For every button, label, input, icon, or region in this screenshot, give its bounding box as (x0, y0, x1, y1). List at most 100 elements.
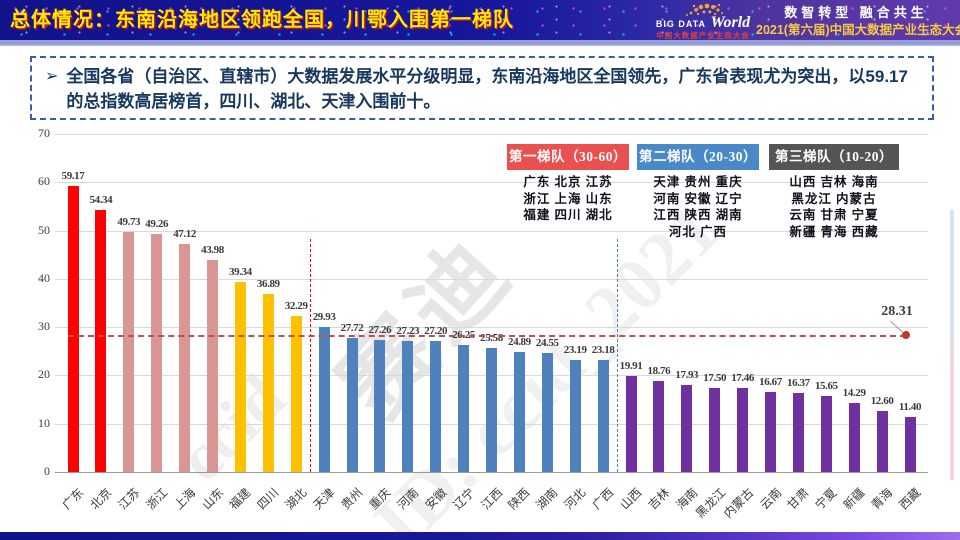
summary-callout: ➢ 全国各省（自治区、直辖市）大数据发展水平分级明显，东南沿海地区全国领先，广东… (30, 56, 934, 120)
header-underline-strip (0, 40, 960, 46)
bar (458, 345, 470, 472)
legend-tier-2-provinces: 天津 贵州 重庆 河南 安徽 辽宁 江西 陕西 湖南 河北 广西 (637, 174, 759, 240)
right-edge-artifact (950, 210, 954, 480)
bar-value-label: 17.46 (731, 371, 754, 384)
bar-value-label: 17.50 (703, 371, 727, 384)
bar (123, 231, 135, 472)
header-bar: 总体情况：东南沿海地区领跑全国，川鄂入围第一梯队 BIG DATA World … (0, 0, 960, 40)
bar (848, 402, 860, 472)
bar-value-label: 27.72 (340, 322, 364, 335)
bar-value-label: 24.89 (508, 335, 531, 348)
bar-value-label: 24.55 (535, 337, 559, 350)
tier-separator-line (617, 239, 619, 472)
bar-value-label: 39.34 (229, 266, 252, 279)
bar-value-label: 49.73 (117, 215, 141, 228)
bar-value-label: 49.26 (145, 218, 169, 231)
logo-world-text: World (710, 14, 751, 31)
bar (207, 259, 218, 472)
bar (486, 348, 497, 472)
reference-value-label: 28.31 (881, 304, 913, 320)
logo-subtitle: 中国大数据产业生态大会 (656, 31, 750, 40)
legend-tier-2-badge: 第二梯队（20-30） (637, 144, 759, 170)
legend-row: 浙江 上海 山东 (523, 191, 613, 206)
bar (374, 340, 386, 472)
bar-value-label: 36.89 (256, 277, 280, 290)
legend-row: 河北 广西 (668, 224, 728, 239)
conference-logo: BIG DATA World 中国大数据产业生态大会 (644, 3, 762, 41)
legend-row: 广东 北京 江苏 (523, 175, 613, 189)
bar (346, 338, 358, 472)
bar-value-label: 27.26 (368, 324, 392, 337)
bar-value-label: 47.12 (173, 228, 196, 241)
page-title: 总体情况：东南沿海地区领跑全国，川鄂入围第一梯队 (10, 9, 514, 31)
legend-row: 河南 安徽 辽宁 (653, 191, 743, 206)
bar (262, 293, 274, 472)
legend-tier-2: 第二梯队（20-30） 天津 贵州 重庆 河南 安徽 辽宁 江西 陕西 湖南 河… (637, 144, 759, 240)
bar-value-label: 19.91 (619, 359, 643, 372)
slogan-line1: 数智转型 融合共生 (784, 5, 928, 20)
bar-value-label: 15.65 (814, 380, 838, 393)
y-axis-tick-label: 60 (38, 174, 50, 189)
gridline (55, 182, 928, 184)
legend-row: 黑龙江 内蒙古 (791, 191, 877, 206)
bar-value-label: 27.23 (396, 324, 420, 337)
gridline (55, 230, 928, 232)
tier-separator-line (310, 239, 312, 472)
bar (234, 282, 246, 472)
bar (569, 360, 581, 472)
legend-tier-1: 第一梯队（30-60） 广东 北京 江苏 浙江 上海 山东 福建 四川 湖北 (507, 144, 629, 224)
bar-value-label: 26.25 (452, 329, 475, 342)
legend-tier-3-badge: 第三梯队（10-20） (769, 144, 899, 170)
reference-line (68, 335, 906, 338)
legend-tier-3: 第三梯队（10-20） 山西 吉林 海南 黑龙江 内蒙古 云南 甘肃 宁夏 新疆… (769, 144, 899, 240)
bar-value-label: 29.93 (312, 311, 336, 324)
legend-tier-1-badge: 第一梯队（30-60） (507, 144, 629, 170)
bar-value-label: 23.18 (591, 344, 615, 357)
bar (904, 416, 916, 472)
bar (67, 186, 79, 472)
bar-value-label: 43.98 (201, 243, 224, 256)
reference-dot (902, 331, 910, 340)
gridline (55, 472, 928, 473)
bar-value-label: 11.40 (898, 400, 922, 413)
bar (792, 392, 804, 472)
bar-value-label: 16.67 (759, 375, 782, 388)
legend-row: 云南 甘肃 宁夏 (789, 208, 879, 222)
bar-value-label: 32.29 (284, 300, 308, 313)
y-axis-tick-label: 70 (38, 126, 50, 140)
bar-value-label: 59.17 (61, 170, 85, 183)
arrow-bullet-icon: ➢ (45, 68, 59, 85)
bar-value-label: 16.37 (787, 376, 810, 389)
bar (597, 360, 609, 472)
logo-bigdata-text: BIG DATA (655, 19, 706, 29)
bar (430, 340, 442, 472)
legend-row: 山西 吉林 海南 (789, 175, 879, 189)
bar-value-label: 23.19 (563, 344, 587, 357)
gridline (55, 134, 928, 135)
bar (653, 381, 665, 472)
bar (765, 391, 776, 472)
gridline (55, 327, 928, 329)
bar (290, 316, 302, 472)
legend-tier-1-provinces: 广东 北京 江苏 浙江 上海 山东 福建 四川 湖北 (507, 174, 629, 224)
y-axis-tick-label: 10 (38, 415, 50, 430)
legend-tier-3-provinces: 山西 吉林 海南 黑龙江 内蒙古 云南 甘肃 宁夏 新疆 青海 西藏 (769, 174, 899, 240)
gridline (55, 278, 928, 280)
conference-slogan: 数智转型 融合共生 2021(第六届)中国大数据产业生态大会 (756, 4, 960, 39)
bar-value-label: 27.20 (424, 324, 448, 337)
bar (179, 244, 191, 472)
y-axis-tick-label: 0 (44, 464, 50, 478)
bar (709, 387, 721, 472)
bar (402, 340, 414, 472)
bar (318, 327, 330, 472)
bar (876, 411, 888, 472)
bar-value-label: 14.29 (842, 386, 866, 399)
slogan-line2: 2021(第六届)中国大数据产业生态大会 (756, 23, 960, 37)
bar (95, 209, 107, 472)
footer-band (0, 532, 960, 540)
legend-row: 天津 贵州 重庆 (653, 175, 743, 189)
bar (625, 375, 637, 472)
summary-text: 全国各省（自治区、直辖市）大数据发展水平分级明显，东南沿海地区全国领先，广东省表… (66, 67, 908, 111)
